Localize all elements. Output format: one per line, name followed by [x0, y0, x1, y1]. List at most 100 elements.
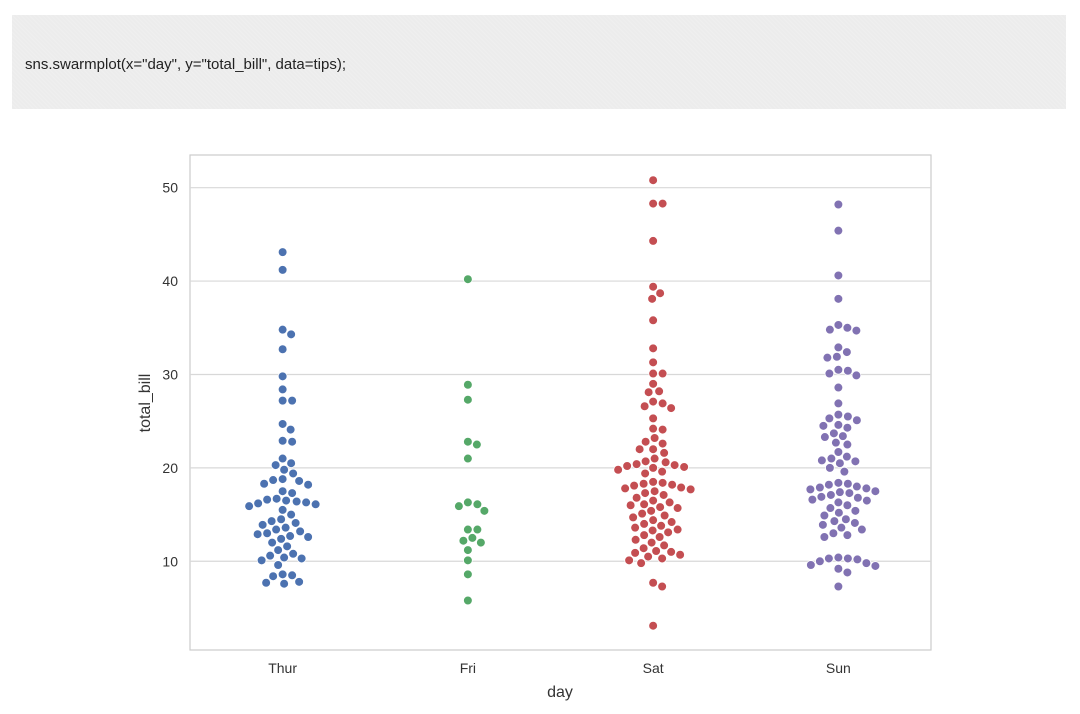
data-point-thur: [257, 520, 268, 530]
data-point-sat: [648, 379, 658, 389]
data-point-sat: [654, 386, 664, 397]
data-point-sun: [852, 554, 863, 565]
data-point-sun: [862, 495, 872, 506]
data-point-sun: [815, 556, 825, 567]
data-point-thur: [277, 419, 288, 429]
data-point-thur: [277, 486, 288, 497]
data-point-thur: [286, 329, 296, 340]
data-point-fri: [463, 595, 473, 606]
data-point-thur: [277, 435, 288, 446]
data-point-thur: [279, 578, 289, 589]
data-point-sat: [657, 438, 668, 449]
data-point-thur: [301, 497, 311, 508]
x-tick-label: Thur: [268, 660, 297, 676]
data-point-sat: [655, 288, 665, 299]
data-point-sun: [833, 342, 844, 353]
data-point-thur: [277, 265, 288, 275]
data-point-fri: [476, 537, 486, 548]
data-point-thur: [286, 509, 296, 520]
data-point-sat: [640, 436, 651, 447]
data-point-sun: [833, 294, 844, 304]
data-point-fri: [458, 535, 469, 546]
data-point-thur: [279, 552, 289, 563]
data-point-sun: [825, 503, 836, 513]
data-point-sat: [657, 198, 668, 209]
data-point-thur: [285, 531, 295, 541]
data-point-sun: [850, 518, 860, 528]
data-point-sat: [639, 499, 649, 510]
data-point-sun: [833, 398, 844, 409]
data-point-sat: [646, 506, 656, 516]
data-point-sat: [649, 453, 660, 464]
data-point-sun: [835, 487, 845, 497]
data-point-sat: [648, 175, 658, 186]
x-tick-label: Sat: [643, 660, 664, 676]
data-point-sat: [654, 532, 665, 542]
data-point-thur: [273, 545, 283, 555]
data-point-sat: [685, 484, 696, 495]
x-tick-labels: Thur Fri Sat Sun: [268, 660, 851, 676]
data-point-sun: [842, 500, 853, 511]
data-point-sun: [833, 552, 844, 563]
data-point-sun: [843, 411, 853, 422]
data-point-sun: [824, 553, 834, 564]
data-point-sat: [630, 534, 641, 545]
data-point-sat: [625, 500, 636, 511]
data-point-sun: [833, 199, 844, 210]
data-point-sat: [613, 464, 623, 475]
data-point-fri: [463, 436, 473, 447]
data-point-thur: [277, 569, 288, 580]
data-point-thur: [303, 532, 313, 542]
data-point-thur: [261, 577, 271, 588]
data-point-sun: [819, 532, 830, 542]
data-point-sat: [639, 519, 649, 529]
data-point-sun: [832, 351, 842, 362]
data-point-sun: [842, 567, 853, 578]
data-point-thur: [262, 494, 272, 505]
data-point-fri: [479, 506, 490, 516]
data-point-thur: [277, 371, 288, 382]
data-point-sun: [853, 492, 863, 503]
data-point-fri: [463, 524, 473, 535]
data-point-sat: [657, 466, 667, 477]
data-point-sat: [639, 401, 650, 412]
data-point-thur: [259, 478, 269, 489]
data-point-sat: [648, 343, 658, 354]
grid-lines: [190, 187, 931, 562]
data-point-sat: [620, 483, 630, 494]
data-point-sun: [831, 437, 841, 448]
data-point-sat: [640, 468, 650, 479]
data-point-sat: [675, 549, 685, 560]
data-point-sun: [857, 524, 867, 535]
data-point-thur: [252, 529, 263, 539]
data-point-thur: [287, 570, 297, 581]
data-point-sat: [639, 530, 649, 540]
data-point-sat: [666, 517, 677, 527]
data-point-sat: [636, 558, 646, 568]
data-point-sun: [870, 486, 881, 497]
data-point-sat: [630, 548, 640, 558]
code-text: sns.swarmplot(x="day", y="total_bill", d…: [25, 56, 347, 73]
data-point-sat: [631, 492, 642, 503]
data-point-sat: [659, 510, 670, 521]
data-point-sun: [833, 320, 844, 330]
data-point-fri: [454, 501, 464, 511]
data-point-sun: [818, 421, 829, 431]
data-point-thur: [282, 541, 292, 552]
data-point-sat: [648, 413, 658, 424]
data-point-thur: [268, 475, 278, 485]
data-point-sat: [648, 357, 658, 368]
data-point-sun: [824, 479, 834, 490]
data-point-sat: [659, 540, 669, 551]
data-point-sun: [833, 581, 844, 592]
data-point-sat: [648, 423, 658, 434]
data-point-sat: [657, 478, 668, 488]
data-point-thur: [277, 474, 288, 484]
data-point-sun: [833, 447, 844, 457]
data-point-fri: [472, 439, 482, 450]
data-point-fri: [463, 555, 473, 566]
data-point-sat: [659, 448, 669, 458]
data-point-sun: [851, 370, 862, 381]
data-point-fri: [472, 524, 483, 535]
data-point-thur: [290, 518, 301, 528]
